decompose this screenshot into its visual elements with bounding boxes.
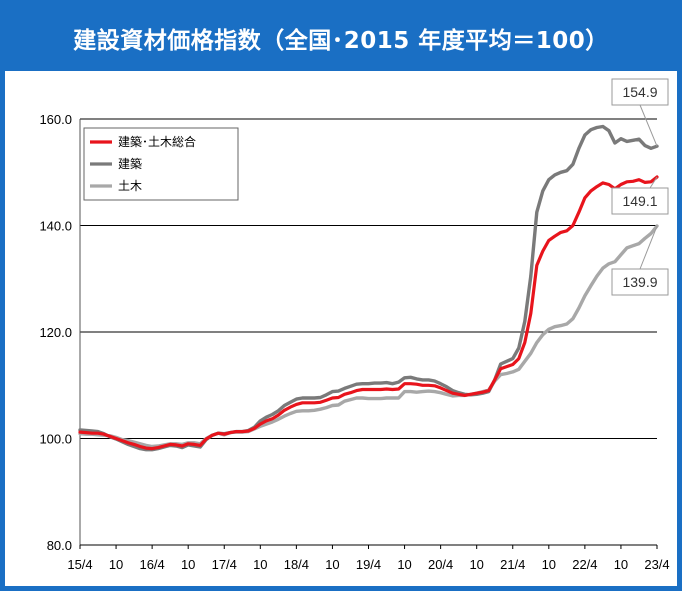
x-tick-label: 20/4 <box>428 557 453 572</box>
y-tick-label: 160.0 <box>39 112 72 127</box>
x-tick-label: 10 <box>397 557 411 572</box>
x-tick-label: 10 <box>614 557 628 572</box>
x-tick-label: 10 <box>109 557 123 572</box>
callout-leader <box>639 225 658 270</box>
x-tick-label: 15/4 <box>67 557 92 572</box>
title-bar: 建設資材価格指数（全国･2015 年度平均＝100） <box>5 5 677 71</box>
chart-title: 建設資材価格指数（全国･2015 年度平均＝100） <box>73 28 609 54</box>
y-tick-label: 120.0 <box>39 325 72 340</box>
series-line-total <box>78 175 659 451</box>
x-tick-label: 10 <box>253 557 267 572</box>
x-tick-label: 18/4 <box>284 557 309 572</box>
grid-lines <box>80 118 657 439</box>
callout-leader <box>649 176 658 189</box>
x-tick-label: 21/4 <box>500 557 525 572</box>
callout-label: 154.9 <box>622 84 657 100</box>
y-axis: 160.0 140.0 120.0 100.0 80.0 <box>39 112 81 553</box>
callout-leader <box>639 104 658 147</box>
x-tick-label: 10 <box>542 557 556 572</box>
y-tick-label: 80.0 <box>47 538 72 553</box>
y-tick-label: 140.0 <box>39 219 72 234</box>
x-tick-label: 22/4 <box>572 557 597 572</box>
x-tick-label: 10 <box>469 557 483 572</box>
callout-label: 149.1 <box>622 193 657 209</box>
legend-label: 建築 <box>118 156 142 171</box>
legend-label: 建築･土木総合 <box>118 134 196 149</box>
x-tick-label: 23/4 <box>644 557 669 572</box>
series-lines <box>78 124 659 452</box>
value-callouts: 154.9 149.1 139.9 <box>611 78 669 296</box>
x-axis: 15/4 10 16/4 10 17/4 10 18/4 10 19/4 10 20/4 10 21/4… <box>67 544 670 572</box>
x-tick-label: 10 <box>181 557 195 572</box>
callout-label: 139.9 <box>622 274 657 290</box>
series-line-civil <box>78 224 659 449</box>
callout-box <box>611 268 669 296</box>
legend-label: 土木 <box>118 179 142 193</box>
x-tick-label: 16/4 <box>139 557 164 572</box>
callout-box <box>611 78 669 106</box>
callout-box <box>611 187 669 215</box>
x-tick-label: 10 <box>325 557 339 572</box>
y-tick-label: 100.0 <box>39 432 72 447</box>
x-tick-label: 17/4 <box>212 557 237 572</box>
x-tick-label: 19/4 <box>356 557 381 572</box>
